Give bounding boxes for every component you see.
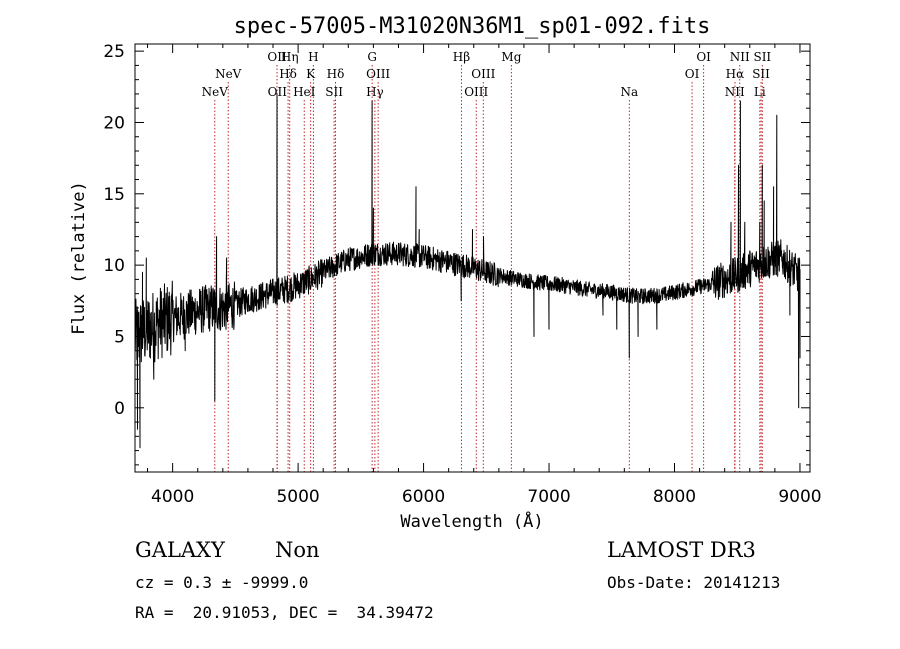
emission-line-label: HeI bbox=[293, 85, 316, 99]
spectrum-chart: spec-57005-M31020N36M1_sp01-092.fits NeV… bbox=[69, 14, 822, 532]
emission-line-label: SII bbox=[752, 67, 770, 81]
y-tick-label: 15 bbox=[103, 185, 125, 205]
spectrum-series-line bbox=[134, 93, 801, 449]
x-tick-label: 4000 bbox=[151, 487, 194, 507]
emission-line-label: OI bbox=[696, 50, 711, 64]
x-axis-label: Wavelength (Å) bbox=[400, 510, 543, 532]
chart-title: spec-57005-M31020N36M1_sp01-092.fits bbox=[234, 14, 711, 39]
x-tick-label: 7000 bbox=[527, 487, 570, 507]
object-class: GALAXY bbox=[135, 538, 225, 562]
emission-line-label: OII bbox=[268, 85, 288, 99]
emission-line-label: Hδ bbox=[327, 67, 345, 81]
object-subclass: Non bbox=[275, 538, 320, 562]
emission-line-label: Hγ bbox=[366, 85, 384, 99]
emission-line-label: NeV bbox=[202, 85, 229, 99]
y-tick-label: 0 bbox=[114, 399, 125, 419]
y-tick-label: 10 bbox=[103, 256, 125, 276]
emission-line-label: Hβ bbox=[453, 50, 470, 64]
emission-line-label: Hδ bbox=[279, 67, 297, 81]
emission-line-label: NII bbox=[725, 85, 745, 99]
y-tick-label: 25 bbox=[103, 42, 125, 62]
emission-line-label: OIII bbox=[366, 67, 390, 81]
emission-line-label: Na bbox=[621, 85, 639, 99]
x-tick-label: 5000 bbox=[276, 487, 319, 507]
emission-line-label: NII bbox=[730, 50, 750, 64]
emission-line-label: NeV bbox=[215, 67, 242, 81]
emission-line-label: G bbox=[367, 50, 377, 64]
x-tick-label: 8000 bbox=[653, 487, 696, 507]
emission-line-label: OIII bbox=[464, 85, 488, 99]
observation-date: Obs-Date: 20141213 bbox=[607, 573, 781, 592]
x-tick-label: 9000 bbox=[778, 487, 821, 507]
y-axis-label: Flux (relative) bbox=[69, 181, 89, 335]
emission-line-label: Hη bbox=[281, 50, 299, 64]
y-tick-label: 20 bbox=[103, 113, 125, 133]
emission-line-label: SII bbox=[325, 85, 343, 99]
plot-frame bbox=[134, 43, 811, 473]
emission-line-label: K bbox=[306, 67, 316, 81]
emission-line-label: Li bbox=[754, 85, 766, 99]
redshift-readout: cz = 0.3 ± -9999.0 bbox=[135, 573, 309, 592]
emission-line-label: H bbox=[308, 50, 318, 64]
y-axis: 0 5 10 15 20 25 bbox=[103, 42, 810, 466]
emission-line-label: OI bbox=[685, 67, 700, 81]
survey-name: LAMOST DR3 bbox=[607, 538, 756, 562]
y-tick-label: 5 bbox=[114, 327, 125, 347]
x-tick-label: 6000 bbox=[402, 487, 445, 507]
emission-line-label: OII bbox=[267, 50, 287, 64]
emission-line-label: Hα bbox=[726, 67, 745, 81]
emission-line-label: OIII bbox=[471, 67, 495, 81]
x-axis: 4000 5000 6000 7000 8000 9000 bbox=[147, 44, 822, 507]
coordinates-readout: RA = 20.91053, DEC = 34.39472 bbox=[135, 603, 434, 622]
emission-line-label: SII bbox=[753, 50, 771, 64]
emission-line-label: Mg bbox=[501, 50, 521, 64]
